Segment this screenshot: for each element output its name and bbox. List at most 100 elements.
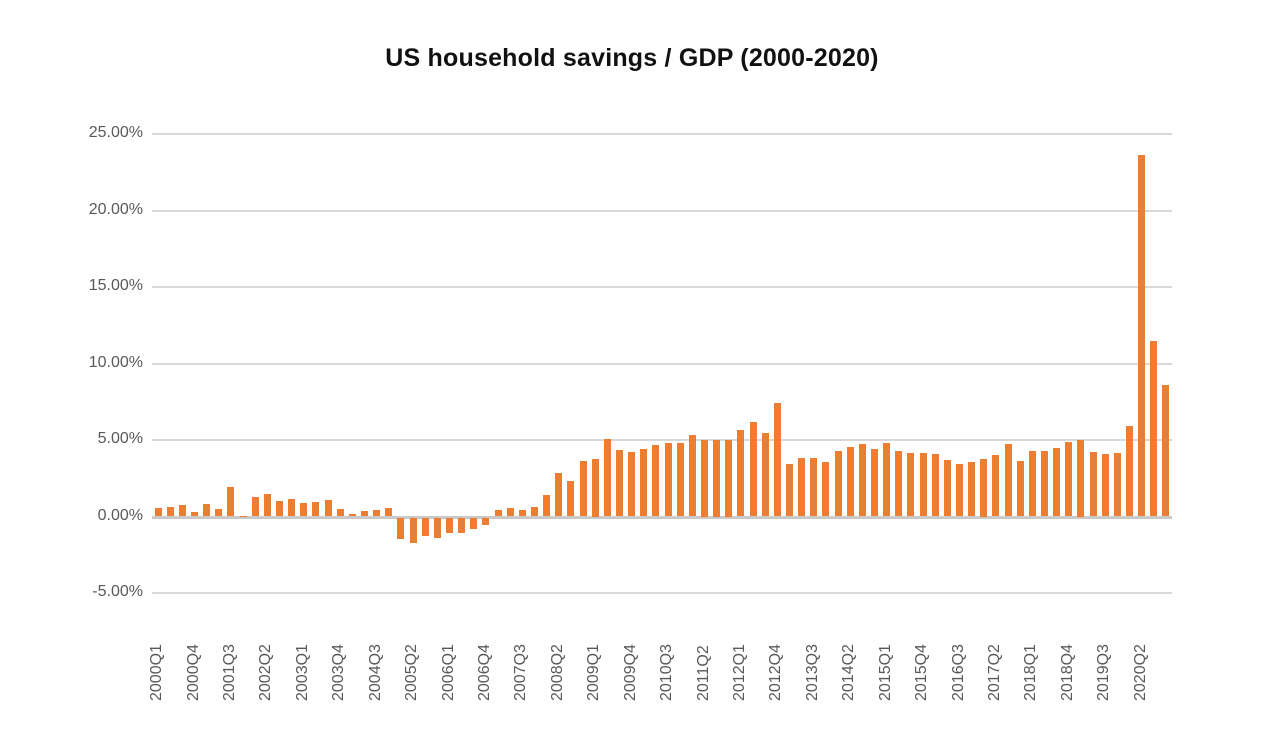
bar (737, 430, 745, 517)
bar (348, 514, 356, 517)
bar (1041, 450, 1048, 517)
bar (482, 518, 490, 525)
x-tick-label: 2006Q1 (439, 644, 457, 701)
bar (1016, 460, 1024, 517)
bar (1077, 440, 1085, 517)
bar (373, 510, 381, 517)
bar (446, 518, 453, 533)
y-gridline (152, 286, 1172, 288)
bar (166, 506, 174, 517)
x-tick-label: 2005Q2 (403, 644, 421, 701)
x-tick-label: 2009Q1 (585, 644, 603, 701)
y-gridline (152, 592, 1172, 594)
bar (288, 498, 296, 517)
bar (1138, 155, 1146, 517)
y-gridline (152, 209, 1172, 212)
y-tick-label: 5.00% (97, 430, 143, 447)
bar (786, 464, 793, 517)
bar (992, 455, 1000, 517)
bar (871, 449, 878, 517)
y-tick-label: 20.00% (88, 200, 143, 218)
y-gridline (152, 133, 1172, 135)
x-tick-label: 2018Q1 (1022, 644, 1040, 701)
bar (907, 453, 915, 517)
bar (822, 462, 830, 517)
bar (846, 446, 854, 517)
bar (397, 518, 405, 540)
x-tick-label: 2010Q3 (658, 644, 676, 701)
bar (1004, 443, 1012, 517)
bar (773, 402, 781, 517)
x-tick-label: 2012Q1 (730, 644, 748, 701)
bar (470, 518, 478, 529)
bar (968, 462, 976, 517)
x-tick-label: 2001Q3 (220, 644, 238, 701)
bar (336, 508, 344, 517)
bar (676, 443, 684, 517)
bar (494, 510, 502, 517)
bar (312, 501, 320, 517)
x-tick-label: 2020Q2 (1131, 644, 1149, 701)
x-tick-label: 2008Q2 (548, 644, 566, 701)
bar (203, 504, 211, 517)
bar (883, 443, 891, 517)
bar (178, 505, 186, 517)
bar (640, 449, 648, 517)
bar (616, 449, 623, 517)
x-tick-label: 2019Q3 (1095, 644, 1113, 701)
x-tick-label: 2000Q4 (184, 644, 202, 701)
bar (300, 503, 308, 517)
x-tick-label: 2015Q4 (913, 644, 931, 701)
bar (761, 433, 769, 517)
bar (458, 518, 466, 534)
bar (1126, 426, 1133, 517)
y-gridline (152, 362, 1172, 365)
bar (518, 509, 526, 517)
y-tick-label: -5.00% (92, 583, 143, 600)
x-tick-label: 2004Q3 (366, 644, 384, 701)
x-tick-label: 2011Q2 (694, 645, 712, 701)
bar (980, 459, 988, 517)
bar (191, 511, 198, 517)
bar (421, 518, 429, 537)
bar (1162, 384, 1170, 517)
x-tick-label: 2015Q1 (876, 644, 894, 701)
bar (713, 440, 721, 517)
x-tick-label: 2006Q4 (475, 644, 493, 701)
bar (628, 452, 636, 517)
bar (1101, 453, 1109, 517)
x-tick-label: 2007Q3 (512, 644, 530, 701)
x-tick-label: 2012Q4 (767, 644, 785, 701)
bar (749, 421, 757, 517)
bar (579, 461, 587, 517)
bar (943, 459, 951, 517)
bar (154, 508, 162, 517)
bar (956, 463, 963, 517)
bar (798, 457, 806, 517)
bar (931, 453, 939, 517)
bar (263, 494, 271, 517)
bar (810, 458, 818, 517)
x-tick-label: 2018Q4 (1058, 644, 1076, 701)
bar (543, 495, 551, 517)
bar (531, 506, 538, 517)
y-tick-label: 25.00% (88, 124, 143, 141)
bar (1028, 451, 1036, 517)
chart-title: US household savings / GDP (2000-2020) (385, 44, 879, 72)
bar (603, 439, 611, 517)
bar (664, 443, 672, 517)
bar (239, 515, 247, 517)
bar (591, 459, 599, 517)
x-tick-label: 2017Q2 (985, 644, 1003, 701)
bar (701, 440, 708, 517)
x-tick-label: 2000Q1 (148, 644, 166, 701)
bar (1053, 447, 1061, 517)
y-tick-label: 10.00% (88, 353, 143, 371)
bar (251, 496, 259, 517)
x-tick-label: 2009Q4 (621, 644, 639, 701)
bar (688, 434, 696, 517)
bar (895, 450, 903, 517)
x-tick-label: 2003Q4 (330, 644, 348, 701)
x-tick-label: 2016Q3 (949, 644, 967, 701)
